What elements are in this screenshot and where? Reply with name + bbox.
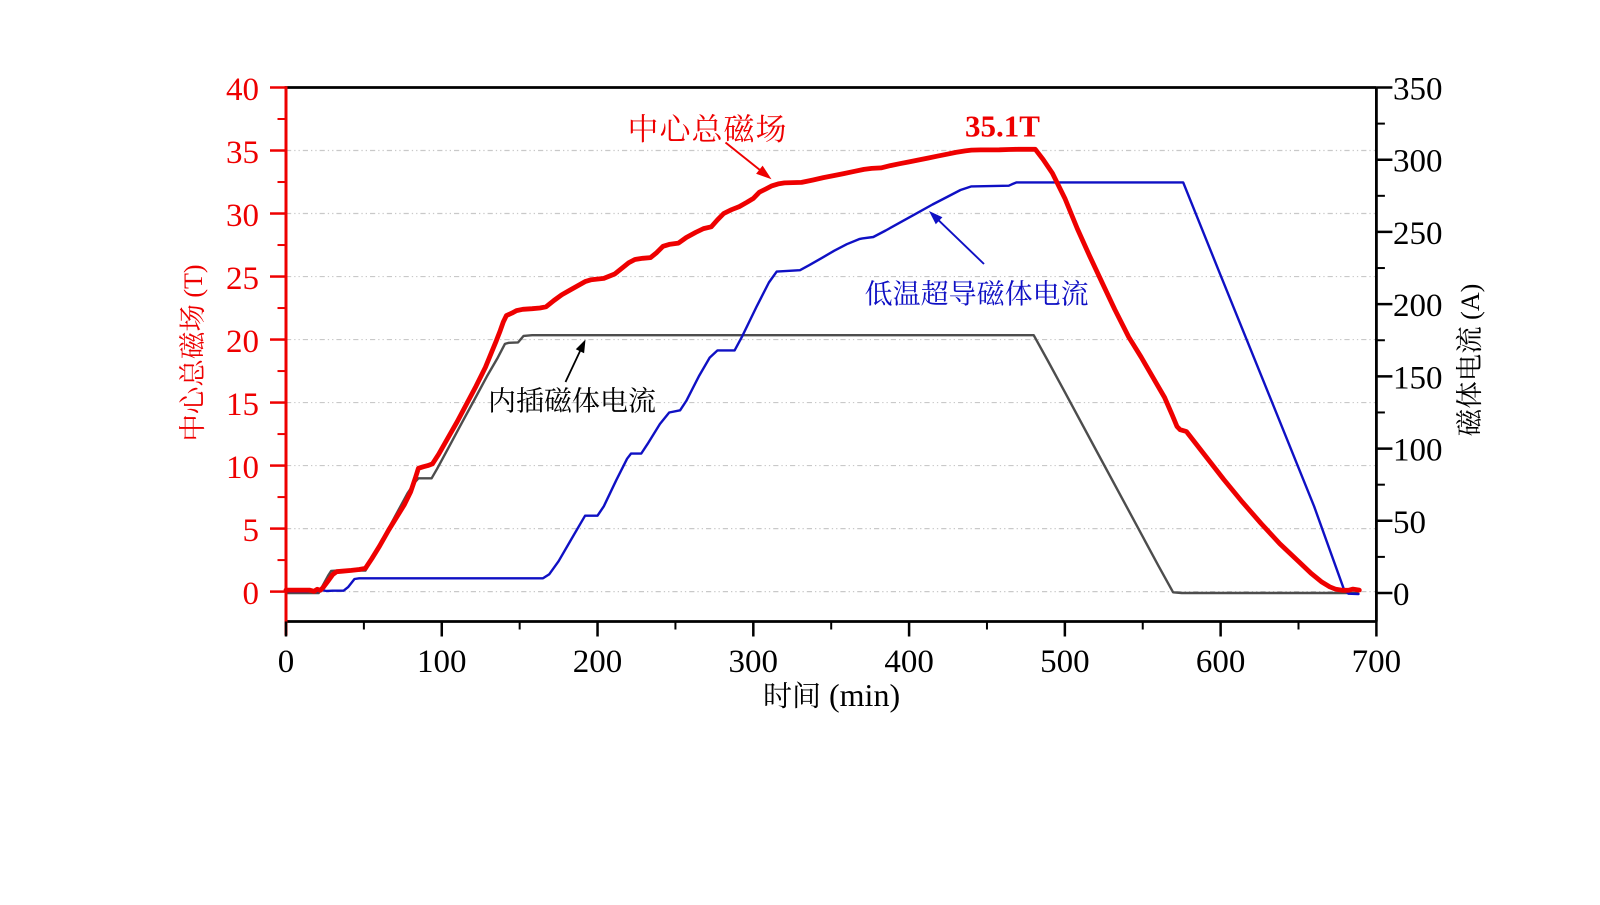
svg-text:300: 300 <box>729 644 779 680</box>
svg-text:40: 40 <box>226 72 259 108</box>
svg-text:500: 500 <box>1040 644 1090 680</box>
svg-text:0: 0 <box>1393 577 1410 613</box>
svg-text:50: 50 <box>1393 505 1426 541</box>
svg-text:300: 300 <box>1393 144 1443 180</box>
svg-text:0: 0 <box>243 576 260 612</box>
svg-text:35.1T: 35.1T <box>965 109 1040 144</box>
svg-text:10: 10 <box>226 450 259 486</box>
svg-text:20: 20 <box>226 324 259 360</box>
svg-text:35: 35 <box>226 135 259 171</box>
svg-text:600: 600 <box>1196 644 1246 680</box>
svg-text:400: 400 <box>884 644 934 680</box>
svg-text:0: 0 <box>278 644 295 680</box>
svg-text:150: 150 <box>1393 360 1443 396</box>
svg-text:200: 200 <box>573 644 623 680</box>
svg-text:(T): (T) <box>179 264 208 297</box>
svg-text:25: 25 <box>226 261 259 297</box>
svg-text:700: 700 <box>1352 644 1402 680</box>
svg-text:250: 250 <box>1393 216 1443 252</box>
svg-text:15: 15 <box>226 387 259 423</box>
svg-text:(min): (min) <box>829 677 900 713</box>
svg-text:100: 100 <box>1393 433 1443 469</box>
svg-text:(A): (A) <box>1456 284 1485 320</box>
svg-text:5: 5 <box>243 513 260 549</box>
svg-text:100: 100 <box>417 644 467 680</box>
svg-text:200: 200 <box>1393 288 1443 324</box>
svg-text:350: 350 <box>1393 72 1443 108</box>
svg-text:30: 30 <box>226 198 259 234</box>
